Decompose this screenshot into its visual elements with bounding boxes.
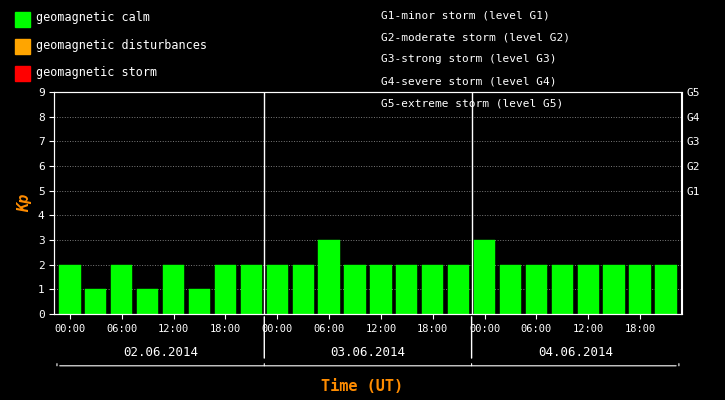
Bar xyxy=(422,265,444,314)
Text: 03.06.2014: 03.06.2014 xyxy=(331,346,405,359)
Bar xyxy=(111,265,133,314)
Bar xyxy=(655,265,676,314)
Y-axis label: Kp: Kp xyxy=(17,194,33,212)
Bar xyxy=(370,265,392,314)
Bar xyxy=(163,265,184,314)
Bar xyxy=(86,289,107,314)
Bar xyxy=(552,265,573,314)
Bar xyxy=(500,265,521,314)
Text: geomagnetic storm: geomagnetic storm xyxy=(36,66,157,79)
Bar xyxy=(474,240,495,314)
Bar xyxy=(603,265,625,314)
Bar xyxy=(241,265,262,314)
Bar xyxy=(267,265,288,314)
Text: geomagnetic disturbances: geomagnetic disturbances xyxy=(36,39,207,52)
Bar xyxy=(189,289,210,314)
Text: G4-severe storm (level G4): G4-severe storm (level G4) xyxy=(381,76,556,86)
Bar xyxy=(215,265,236,314)
Text: G3-strong storm (level G3): G3-strong storm (level G3) xyxy=(381,54,556,64)
Text: G5-extreme storm (level G5): G5-extreme storm (level G5) xyxy=(381,98,563,108)
Text: geomagnetic calm: geomagnetic calm xyxy=(36,12,150,24)
Text: G2-moderate storm (level G2): G2-moderate storm (level G2) xyxy=(381,32,570,42)
Bar xyxy=(629,265,650,314)
Bar xyxy=(396,265,418,314)
Text: 04.06.2014: 04.06.2014 xyxy=(538,346,613,359)
Bar xyxy=(526,265,547,314)
Bar xyxy=(578,265,599,314)
Text: Time (UT): Time (UT) xyxy=(321,379,404,394)
Bar xyxy=(59,265,80,314)
Bar xyxy=(344,265,365,314)
Bar xyxy=(448,265,469,314)
Text: 02.06.2014: 02.06.2014 xyxy=(123,346,198,359)
Bar xyxy=(292,265,314,314)
Bar xyxy=(318,240,340,314)
Bar xyxy=(137,289,158,314)
Text: G1-minor storm (level G1): G1-minor storm (level G1) xyxy=(381,10,550,20)
